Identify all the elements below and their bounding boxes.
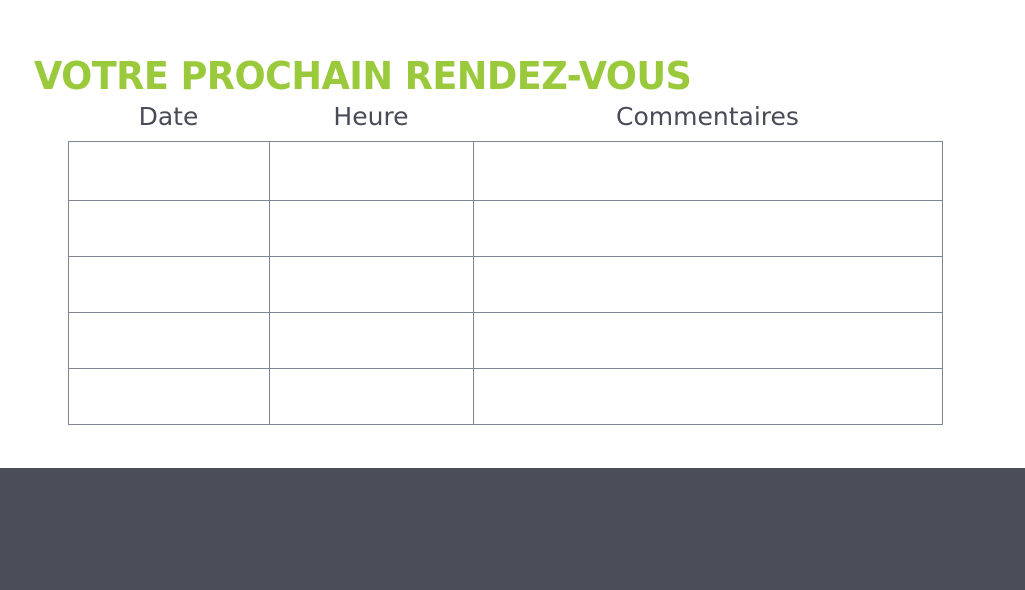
cell-commentaires[interactable] <box>473 368 943 425</box>
table-row[interactable] <box>68 256 943 313</box>
cell-commentaires[interactable] <box>473 312 943 369</box>
column-header-commentaires: Commentaires <box>616 102 799 131</box>
appointments-table <box>68 141 943 425</box>
table-column-headers: Date Heure Commentaires <box>68 100 942 136</box>
cell-heure[interactable] <box>269 200 474 257</box>
appointments-table-body <box>68 141 943 425</box>
footer-band <box>0 468 1025 590</box>
cell-date[interactable] <box>68 312 270 369</box>
table-row[interactable] <box>68 368 943 425</box>
table-row[interactable] <box>68 312 943 369</box>
cell-commentaires[interactable] <box>473 200 943 257</box>
column-header-heure: Heure <box>333 102 409 131</box>
cell-heure[interactable] <box>269 312 474 369</box>
cell-date[interactable] <box>68 256 270 313</box>
table-row[interactable] <box>68 200 943 257</box>
cell-date[interactable] <box>68 368 270 425</box>
column-header-date: Date <box>138 102 199 131</box>
table-row[interactable] <box>68 141 943 201</box>
page-title: VOTRE PROCHAIN RENDEZ-VOUS <box>34 54 692 99</box>
cell-heure[interactable] <box>269 256 474 313</box>
cell-commentaires[interactable] <box>473 141 943 201</box>
cell-date[interactable] <box>68 141 270 201</box>
cell-heure[interactable] <box>269 141 474 201</box>
cell-date[interactable] <box>68 200 270 257</box>
cell-commentaires[interactable] <box>473 256 943 313</box>
cell-heure[interactable] <box>269 368 474 425</box>
